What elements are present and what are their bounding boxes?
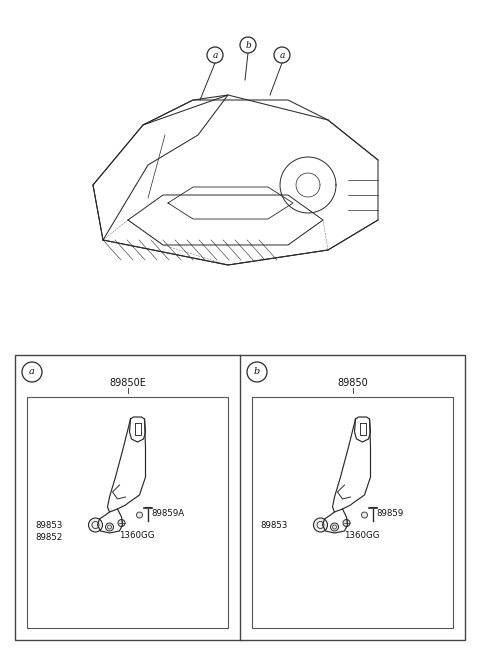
Circle shape bbox=[240, 37, 256, 53]
Circle shape bbox=[247, 362, 267, 382]
Text: 89850: 89850 bbox=[337, 378, 368, 388]
Text: 89850E: 89850E bbox=[109, 378, 146, 388]
Circle shape bbox=[331, 523, 338, 531]
Circle shape bbox=[274, 47, 290, 63]
Circle shape bbox=[313, 518, 327, 532]
Text: 89852: 89852 bbox=[35, 533, 62, 542]
Text: 89853: 89853 bbox=[260, 521, 288, 529]
Text: 1360GG: 1360GG bbox=[120, 531, 155, 540]
Circle shape bbox=[361, 512, 368, 518]
Text: b: b bbox=[245, 41, 251, 50]
Bar bbox=[252, 397, 453, 628]
Circle shape bbox=[136, 512, 143, 518]
Text: b: b bbox=[254, 367, 260, 377]
Text: 89853: 89853 bbox=[35, 521, 62, 529]
Circle shape bbox=[106, 523, 113, 531]
Text: a: a bbox=[279, 50, 285, 60]
Circle shape bbox=[88, 518, 103, 532]
Bar bbox=[15, 355, 465, 640]
Circle shape bbox=[207, 47, 223, 63]
Text: 89859: 89859 bbox=[376, 508, 404, 517]
Text: a: a bbox=[29, 367, 35, 377]
Circle shape bbox=[118, 519, 125, 527]
Text: 89859A: 89859A bbox=[152, 508, 185, 517]
Text: 1360GG: 1360GG bbox=[345, 531, 380, 540]
Bar bbox=[27, 397, 228, 628]
Circle shape bbox=[343, 519, 350, 527]
Text: a: a bbox=[212, 50, 218, 60]
Circle shape bbox=[22, 362, 42, 382]
